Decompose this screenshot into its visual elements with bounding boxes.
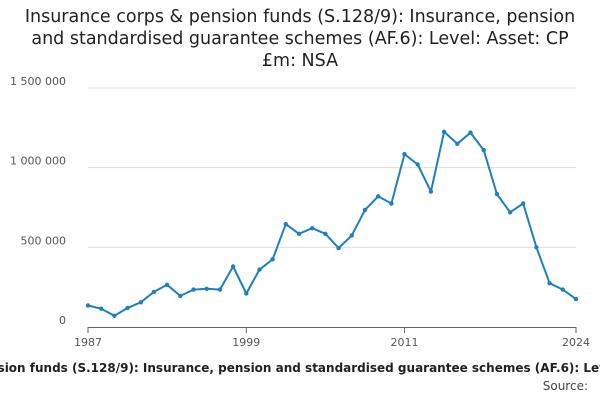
y-tick-label: 500 000 xyxy=(21,234,67,247)
data-point xyxy=(310,226,315,231)
data-point xyxy=(323,231,328,236)
data-point xyxy=(204,286,209,291)
data-point xyxy=(244,291,249,296)
data-point xyxy=(230,264,236,269)
data-point xyxy=(428,189,434,194)
series-layer xyxy=(87,130,577,317)
data-point xyxy=(336,245,341,251)
data-point xyxy=(560,287,565,292)
data-points xyxy=(85,129,579,318)
data-point xyxy=(415,162,420,167)
data-point xyxy=(441,129,447,134)
data-point xyxy=(151,289,157,295)
data-point xyxy=(455,141,460,146)
data-point xyxy=(178,293,183,299)
x-tick-label: 2024 xyxy=(562,336,590,349)
data-point xyxy=(349,233,354,238)
data-point xyxy=(481,147,486,153)
chart-title: Insurance corps & pension funds (S.128/9… xyxy=(24,7,576,71)
data-point xyxy=(138,300,143,305)
data-point xyxy=(389,201,394,206)
series-line xyxy=(87,130,577,317)
series-legend-label: Insurance corps & pension funds (S.128/9… xyxy=(0,361,600,375)
data-point xyxy=(296,231,302,236)
x-tick-label: 1999 xyxy=(232,336,260,349)
data-point xyxy=(125,305,130,311)
data-point xyxy=(191,287,196,292)
data-point xyxy=(376,194,381,199)
data-point xyxy=(257,267,262,272)
x-tick-label: 2011 xyxy=(391,336,419,349)
data-point xyxy=(164,282,170,287)
data-point xyxy=(507,210,513,215)
data-point xyxy=(521,201,526,206)
series-legend: Insurance corps & pension funds (S.128/9… xyxy=(0,360,600,376)
source-label: Source: xyxy=(542,379,588,393)
data-point xyxy=(85,303,91,308)
y-tick-label: 1 000 000 xyxy=(10,155,66,168)
data-point xyxy=(217,287,223,292)
grid-lines xyxy=(88,87,576,248)
data-point xyxy=(112,313,117,318)
x-axis-tick-labels: 1987 1999 2011 2024 xyxy=(74,336,590,349)
data-point xyxy=(99,306,104,311)
data-point xyxy=(270,257,275,262)
data-point xyxy=(468,130,473,135)
x-tick-label: 1987 xyxy=(74,336,102,349)
data-point xyxy=(494,191,500,197)
y-tick-label: 0 xyxy=(59,314,66,327)
x-axis xyxy=(87,327,577,333)
data-point xyxy=(283,222,288,227)
y-axis-tick-labels: 0 500 000 1 000 000 1 500 000 xyxy=(10,75,66,327)
data-point xyxy=(402,151,407,157)
data-point xyxy=(547,281,552,286)
data-point xyxy=(362,207,368,213)
y-tick-label: 1 500 000 xyxy=(10,75,66,88)
data-point xyxy=(534,245,539,250)
data-point xyxy=(573,296,579,302)
